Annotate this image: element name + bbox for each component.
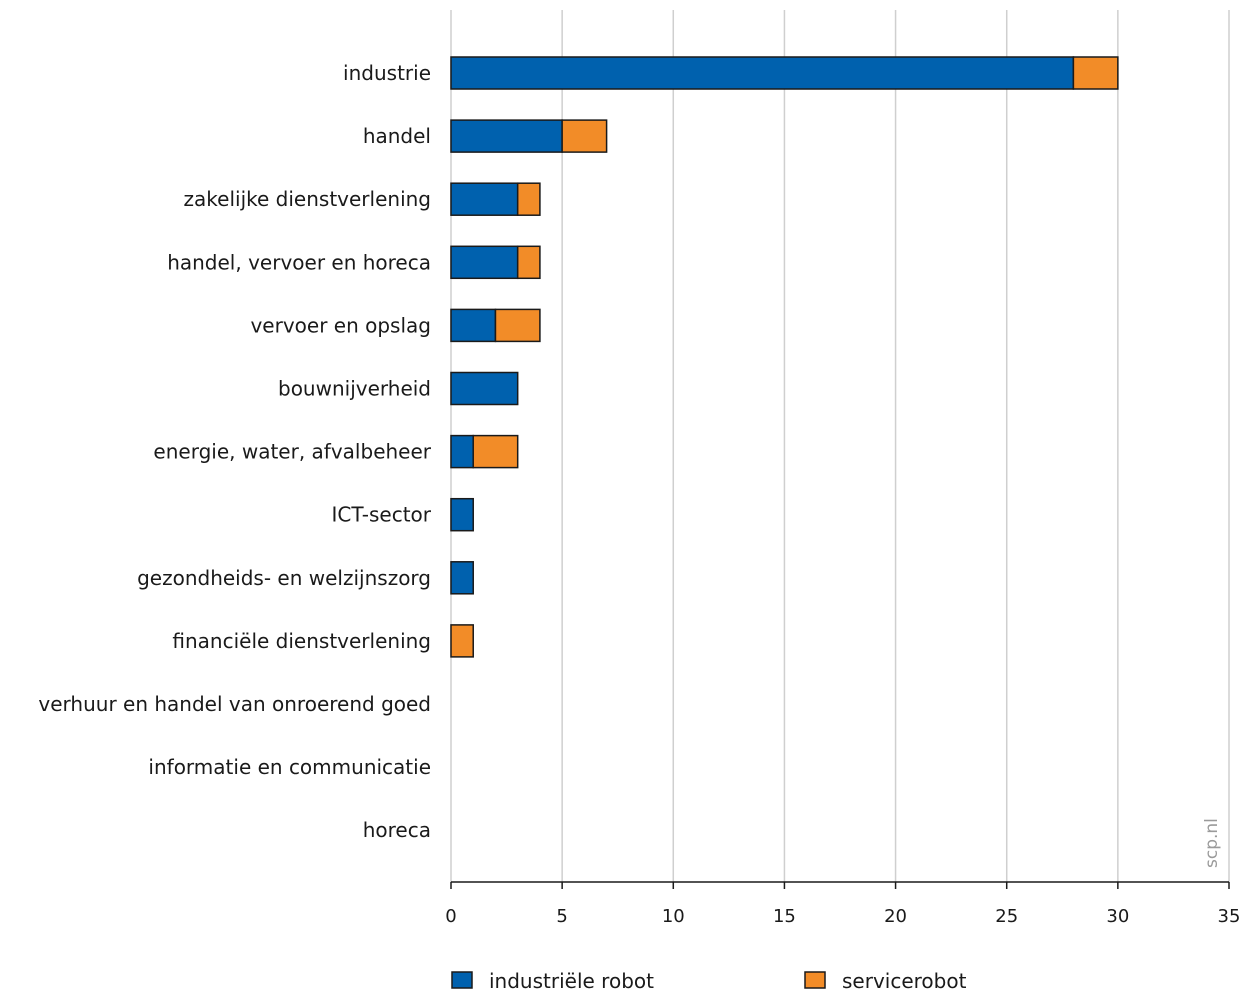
category-label: energie, water, afvalbeheer [153, 440, 431, 464]
x-tick-label: 20 [884, 906, 907, 927]
bar-segment-servicerobot [516, 182, 541, 216]
category-label: handel [363, 124, 431, 148]
bar-segment-industriele-robot [450, 56, 1075, 90]
legend-swatch [451, 971, 473, 989]
x-tick-label: 25 [995, 906, 1018, 927]
bar-segment-industriele-robot [450, 371, 519, 406]
category-label: bouwnijverheid [278, 377, 431, 401]
category-label: financiële dienstverlening [172, 629, 431, 653]
watermark: scp.nl [1202, 818, 1222, 868]
bar-segment-industriele-robot [450, 308, 497, 343]
x-tick-label: 10 [662, 906, 685, 927]
category-label: informatie en communicatie [148, 755, 431, 779]
category-label: zakelijke dienstverlening [184, 187, 431, 211]
category-label: verhuur en handel van onroerend goed [38, 692, 431, 716]
x-tick-label: 35 [1218, 906, 1241, 927]
category-label: handel, vervoer en horeca [167, 250, 431, 274]
category-label: industrie [343, 61, 431, 85]
category-label: ICT-sector [332, 503, 432, 527]
x-tick-label: 30 [1106, 906, 1129, 927]
legend-label: servicerobot [842, 969, 967, 993]
category-label: horeca [363, 818, 431, 842]
bar-segment-servicerobot [516, 245, 541, 280]
bar-segment-servicerobot [450, 624, 474, 658]
bar-segment-servicerobot [494, 308, 541, 343]
legend-label: industriële robot [489, 969, 654, 993]
category-label: vervoer en opslag [250, 313, 431, 337]
bar-segment-industriele-robot [450, 561, 474, 595]
category-label: gezondheids- en welzijnszorg [137, 566, 431, 590]
bar-segment-servicerobot [561, 119, 608, 153]
bar-segment-industriele-robot [450, 434, 474, 469]
bar-segment-servicerobot [1072, 56, 1119, 90]
x-tick-label: 15 [773, 906, 796, 927]
x-tick-label: 5 [556, 906, 567, 927]
bar-segment-industriele-robot [450, 497, 474, 532]
bar-segment-industriele-robot [450, 182, 519, 216]
bar-segment-industriele-robot [450, 245, 519, 280]
legend-swatch [804, 971, 826, 989]
bar-segment-servicerobot [472, 434, 519, 469]
bar-segment-industriele-robot [450, 119, 563, 153]
x-tick-label: 0 [445, 906, 456, 927]
